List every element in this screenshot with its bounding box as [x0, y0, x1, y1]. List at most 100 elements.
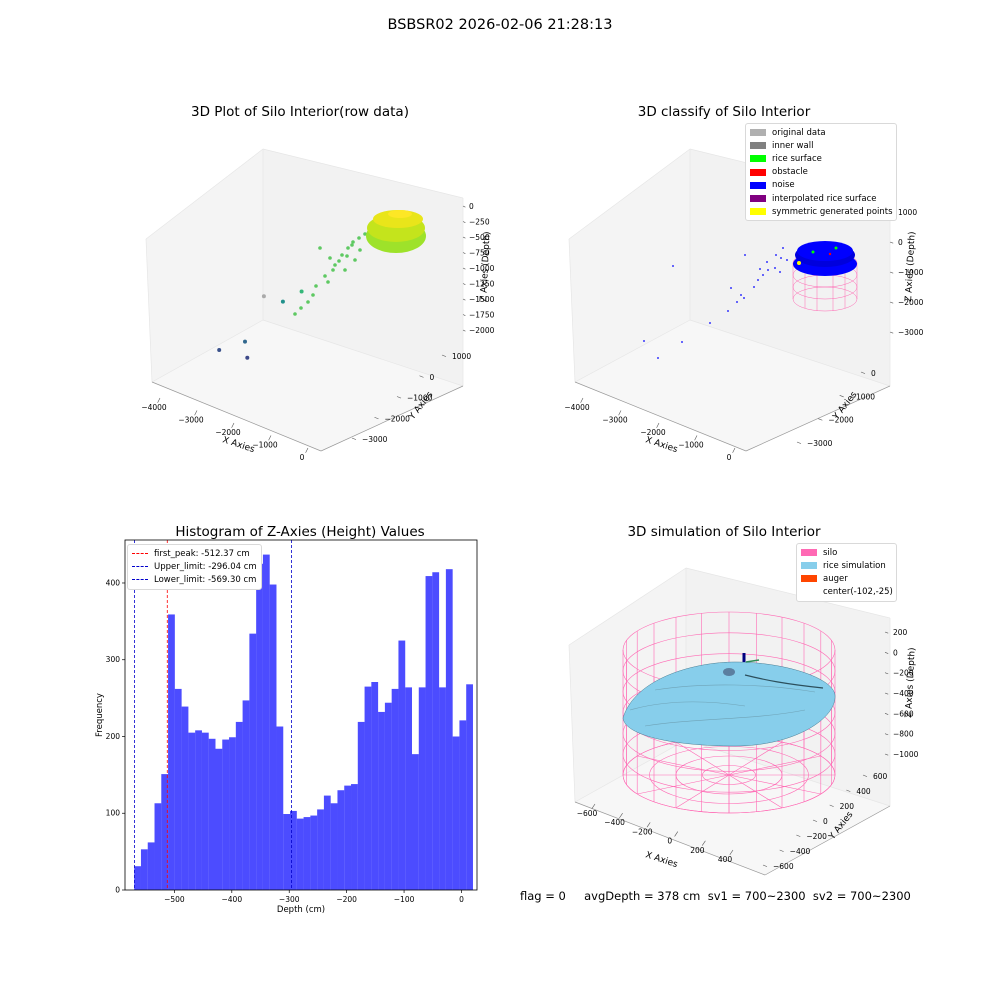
histogram-ytick: 0: [115, 886, 120, 895]
raw3d-point: [363, 232, 367, 236]
classify3d-ytick: −1000: [850, 392, 876, 401]
sim3d-zlabel: Z Axies (Depth): [904, 647, 918, 718]
histogram-bar: [303, 817, 311, 890]
sim3d-xtick: −200: [632, 827, 653, 836]
sim3d-ztick: −600: [893, 709, 914, 718]
histogram-title: Histogram of Z-Axies (Height) Values: [175, 524, 425, 540]
classify3d-ytick: 0: [871, 369, 876, 378]
raw3d-point: [350, 243, 354, 247]
histogram-bar: [364, 686, 372, 890]
classify3d-ztick: −2000: [898, 298, 924, 307]
classify3d-legend-label: inner wall: [772, 140, 814, 151]
raw3d-point: [243, 339, 247, 344]
histogram-bar: [310, 815, 318, 890]
histogram-legend-label: first_peak: -512.37 cm: [154, 548, 250, 559]
classify3d-legend-item: symmetric generated points: [746, 205, 896, 218]
raw3d-ztick: −500: [469, 233, 490, 242]
raw3d-ytick: −3000: [362, 435, 388, 444]
classify3d-noise-point: [744, 254, 746, 256]
classify3d-noise-point: [672, 265, 674, 267]
histogram-bar: [391, 688, 399, 890]
histogram-legend-label: Lower_limit: -569.30 cm: [154, 574, 257, 585]
histogram-bar: [262, 554, 270, 890]
histogram-xtick: −300: [279, 895, 300, 904]
sim3d-legend-item: rice simulation: [797, 559, 896, 572]
histogram-bar: [439, 687, 446, 890]
sim3d-legend-label: center(-102,-25): [823, 587, 893, 598]
raw3d-point: [345, 254, 349, 258]
classify3d-legend-swatch: [750, 195, 766, 203]
histogram-legend-item: Upper_limit: -296.04 cm: [128, 560, 261, 573]
classify3d-legend-swatch: [750, 155, 766, 163]
sim3d-ytick: −400: [790, 847, 811, 856]
histogram-bar: [242, 700, 250, 890]
raw3d-point: [217, 348, 222, 352]
classify3d-noise-point: [709, 322, 711, 324]
sim3d-legend-swatch: [801, 549, 817, 557]
histogram-bar: [229, 737, 236, 890]
sim3d-xtick: 200: [690, 846, 705, 855]
raw3d-point: [261, 294, 266, 299]
sim3d-legend: silo rice simulation auger center(-102,-25): [796, 543, 897, 602]
histogram-bar: [181, 706, 189, 890]
classify3d-xtick: −1000: [678, 441, 704, 450]
histogram-bar: [445, 569, 453, 890]
histogram-bar: [283, 814, 291, 890]
histogram-legend-label: Upper_limit: -296.04 cm: [154, 561, 257, 572]
sim3d-ytick: −600: [773, 862, 794, 871]
histogram-xlabel: Depth (cm): [277, 905, 325, 915]
histogram-xtick: −200: [336, 895, 357, 904]
raw3d-point: [343, 268, 347, 272]
classify3d-legend-label: symmetric generated points: [772, 206, 893, 217]
classify3d-xlabel: X Axies: [644, 435, 679, 455]
sim3d-xtick: 400: [718, 855, 733, 864]
histogram-bar: [276, 726, 284, 890]
classify3d-legend-item: original data: [746, 126, 896, 139]
classify3d-noise-point: [782, 247, 784, 249]
classify3d-xtick: −2000: [640, 428, 666, 437]
classify3d-zlabel: Z Axies (Depth): [904, 231, 918, 302]
classify3d-xtick: −4000: [564, 403, 590, 412]
histogram-bar: [466, 684, 473, 890]
histogram-bar: [337, 790, 345, 890]
classify3d-noise-point: [681, 341, 683, 343]
classify3d-noise-point: [743, 297, 745, 299]
classify3d-noise-point: [786, 259, 788, 261]
histogram-ytick: 400: [106, 578, 121, 587]
histogram-bar: [215, 748, 223, 890]
figure-title: BSBSR02 2026-02-06 21:28:13: [387, 17, 613, 33]
classify3d-noise-point: [775, 254, 777, 256]
histogram-bar: [357, 721, 365, 890]
raw3d-ytick: 0: [430, 373, 435, 382]
raw3d-xtick: 0: [300, 453, 305, 462]
raw3d-point: [314, 284, 318, 288]
raw3d-ytick: −1000: [407, 394, 433, 403]
classify3d-noise-point: [766, 261, 768, 263]
histogram-bar: [412, 754, 419, 890]
histogram-bar: [134, 866, 141, 890]
raw3d-title: 3D Plot of Silo Interior(row data): [191, 104, 409, 120]
histogram-bar: [168, 614, 175, 890]
raw3d-ztick: −1000: [469, 264, 495, 273]
classify3d-legend-label: noise: [772, 180, 795, 191]
raw3d-point: [326, 280, 330, 284]
histogram-bar: [147, 842, 155, 890]
histogram-bar: [154, 803, 162, 890]
classify3d-noise-point: [736, 301, 738, 303]
histogram-ytick: 100: [106, 809, 121, 818]
sim3d-ztick: −800: [893, 730, 914, 739]
histogram-bar: [290, 810, 297, 890]
sim3d-auger: [742, 653, 760, 663]
histogram-xtick: −400: [222, 895, 243, 904]
classify3d-legend-swatch: [750, 142, 766, 150]
classify3d-xtick: −3000: [602, 416, 628, 425]
classify3d-legend-label: original data: [772, 127, 826, 138]
histogram-bar: [188, 732, 196, 890]
sim3d-xlabel: X Axies: [644, 850, 679, 870]
histogram-bar: [208, 738, 216, 890]
histogram-bar: [161, 774, 169, 890]
raw3d-point: [353, 258, 357, 262]
sim3d-ztick: 0: [893, 648, 898, 657]
histogram-bar: [195, 730, 202, 890]
raw3d-ztick: −1250: [469, 280, 495, 289]
